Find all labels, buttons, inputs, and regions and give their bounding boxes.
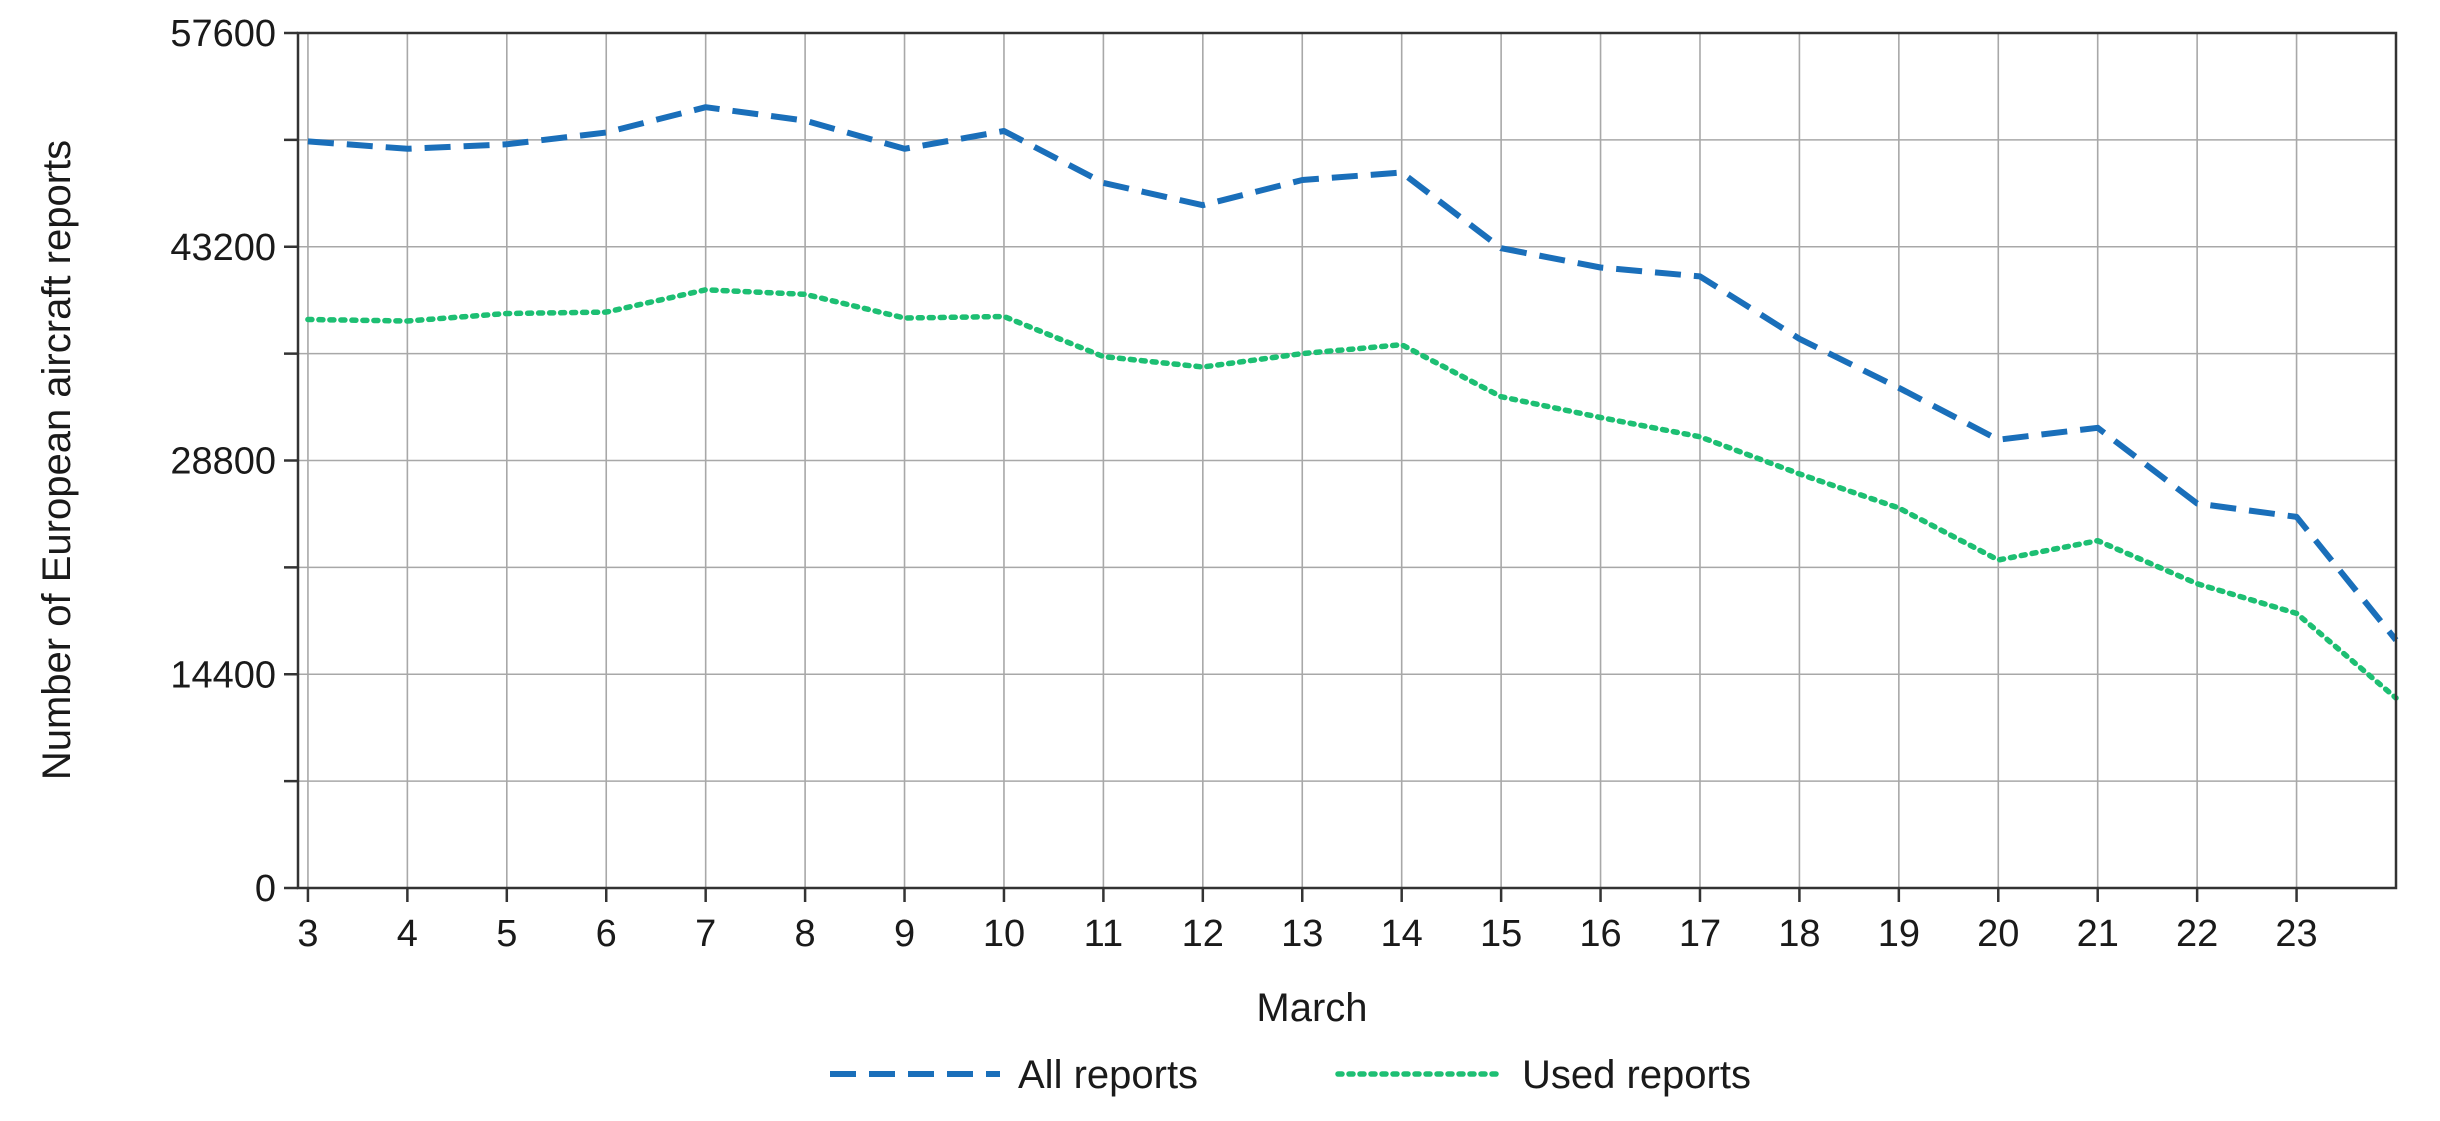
x-tick-label: 18 (1778, 913, 1820, 955)
x-tick-label: 13 (1281, 913, 1323, 955)
y-tick-label: 43200 (170, 227, 276, 269)
x-tick-label: 7 (695, 913, 716, 955)
x-tick-label: 4 (397, 913, 418, 955)
x-axis-title: March (1256, 986, 1367, 1030)
x-axis: 3 4 5 6 7 8 9 10 11 12 13 14 15 16 17 18 19 20 21 22 23 (297, 888, 2318, 955)
legend-label-used-reports: Used reports (1522, 1053, 1751, 1097)
y-axis-title: Number of European aircraft reports (35, 140, 79, 780)
x-tick-label: 17 (1679, 913, 1721, 955)
series-line-used-reports (305, 287, 2399, 701)
x-tick-label: 5 (496, 913, 517, 955)
x-tick-label: 11 (1084, 913, 1123, 955)
x-tick-label: 20 (1977, 913, 2019, 955)
x-tick-label: 22 (2176, 913, 2218, 955)
legend-label-all-reports: All reports (1018, 1053, 1198, 1097)
legend: All reports Used reports (830, 1053, 1751, 1097)
x-tick-label: 21 (2077, 913, 2119, 955)
x-tick-label: 10 (983, 913, 1025, 955)
x-tick-label: 14 (1381, 913, 1423, 955)
y-tick-label: 0 (255, 868, 276, 910)
x-tick-label: 12 (1182, 913, 1224, 955)
gridlines (298, 33, 2396, 888)
y-tick-label: 28800 (170, 441, 276, 483)
x-tick-label: 16 (1579, 913, 1621, 955)
x-tick-label: 8 (795, 913, 816, 955)
y-tick-label: 57600 (170, 13, 276, 55)
x-tick-label: 9 (894, 913, 915, 955)
x-tick-label: 6 (596, 913, 617, 955)
y-axis: 0 14400 28800 43200 57600 (170, 13, 298, 910)
y-tick-label: 14400 (170, 654, 276, 696)
x-tick-label: 15 (1480, 913, 1522, 955)
series-line-all-reports (307, 104, 2399, 642)
x-tick-label: 19 (1878, 913, 1920, 955)
x-tick-label: 23 (2275, 913, 2317, 955)
x-tick-label: 3 (297, 913, 318, 955)
series-lines (305, 104, 2399, 701)
